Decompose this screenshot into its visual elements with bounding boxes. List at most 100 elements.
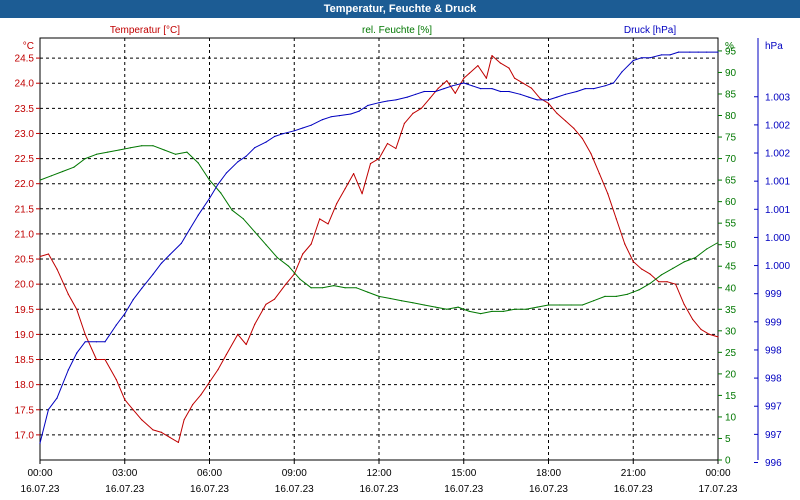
temperature-tick-label: 20.0 [15, 280, 35, 291]
data-point-humidity [468, 310, 470, 312]
data-point-humidity [344, 287, 346, 289]
data-point-pressure [293, 130, 295, 132]
temperature-tick-label: 24.0 [15, 79, 35, 90]
data-point-humidity [581, 304, 584, 306]
x-tick-label-time: 15:00 [451, 468, 476, 479]
temperature-tick-label: 21.0 [15, 229, 35, 240]
data-point-humidity [163, 149, 165, 151]
x-tick-label-date: 17.07.23 [699, 484, 738, 495]
humidity-tick-label: 25 [725, 348, 737, 359]
data-point-temperature [192, 404, 194, 406]
data-point-humidity [197, 162, 199, 164]
temperature-tick-label: 17.0 [15, 430, 35, 441]
data-point-pressure [649, 57, 651, 59]
x-tick-label-date: 16.07.23 [360, 484, 399, 495]
data-point-temperature [378, 158, 380, 160]
data-point-temperature [169, 436, 171, 438]
pressure-tick-label: 1.000 [765, 261, 790, 272]
data-point-temperature [641, 268, 643, 270]
data-point-temperature [514, 77, 516, 79]
x-tick-label-time: 00:00 [27, 468, 52, 479]
data-point-temperature [683, 303, 685, 305]
data-point-temperature [468, 72, 470, 74]
data-point-pressure [124, 313, 126, 315]
humidity-tick-label: 90 [725, 68, 737, 79]
data-point-pressure [612, 82, 615, 84]
data-point-temperature [124, 399, 126, 401]
data-point-humidity [39, 179, 41, 181]
data-point-temperature [530, 87, 533, 89]
data-point-pressure [197, 214, 199, 216]
humidity-tick-label: 35 [725, 305, 737, 316]
data-point-pressure [434, 90, 437, 93]
data-point-pressure [95, 341, 98, 343]
data-point-temperature [508, 67, 510, 69]
data-point-pressure [528, 96, 530, 98]
data-point-pressure [330, 116, 332, 118]
data-point-temperature [254, 323, 256, 325]
data-point-humidity [186, 151, 188, 153]
data-point-humidity [73, 166, 75, 168]
data-point-pressure [56, 397, 58, 399]
data-point-temperature [115, 379, 117, 381]
data-point-temperature [310, 243, 312, 245]
data-point-temperature [369, 163, 372, 165]
data-point-pressure [115, 324, 117, 326]
data-point-temperature [132, 409, 134, 411]
temperature-tick-label: 19.5 [15, 305, 35, 316]
data-point-humidity [265, 244, 267, 246]
data-point-pressure [556, 96, 558, 98]
data-point-humidity [434, 306, 437, 308]
data-point-pressure [386, 100, 389, 102]
data-point-pressure [423, 90, 425, 93]
data-point-pressure [47, 408, 50, 410]
data-point-pressure [302, 127, 304, 129]
data-point-temperature [76, 308, 78, 310]
x-tick-label-time: 03:00 [112, 468, 137, 479]
humidity-tick-label: 5 [725, 434, 731, 445]
data-point-pressure [593, 88, 595, 90]
humidity-tick-label: 45 [725, 262, 737, 273]
humidity-tick-label: 80 [725, 111, 737, 122]
data-point-pressure [499, 90, 502, 93]
data-point-temperature [47, 253, 50, 255]
x-tick-label-date: 16.07.23 [275, 484, 314, 495]
data-point-temperature [649, 273, 651, 275]
data-point-temperature [245, 343, 247, 346]
data-point-temperature [336, 203, 338, 205]
data-point-pressure [245, 155, 247, 157]
temperature-tick-label: 21.5 [15, 204, 35, 215]
data-point-temperature [429, 97, 431, 99]
data-point-pressure [76, 352, 78, 354]
chart-title: Temperatur, Feuchte & Druck [0, 0, 800, 18]
data-point-humidity [683, 261, 685, 263]
data-point-temperature [446, 80, 448, 82]
data-point-pressure [621, 71, 623, 73]
data-point-temperature [708, 333, 711, 335]
data-point-humidity [604, 295, 606, 297]
humidity-tick-label: 75 [725, 133, 737, 144]
data-point-pressure [491, 88, 493, 90]
data-point-humidity [706, 248, 708, 250]
humidity-tick-label: 30 [725, 326, 737, 337]
data-point-temperature [607, 193, 609, 195]
data-point-pressure [225, 172, 227, 174]
data-point-humidity [276, 257, 278, 259]
temperature-tick-label: 22.5 [15, 154, 35, 165]
data-point-humidity [457, 306, 459, 308]
data-point-pressure [132, 299, 134, 301]
data-point-temperature [160, 431, 163, 433]
data-point-humidity [220, 192, 222, 194]
data-point-humidity [615, 295, 617, 297]
pressure-tick-label: 1.002 [765, 120, 790, 131]
data-point-humidity [649, 282, 651, 284]
data-point-humidity [446, 308, 448, 310]
pressure-tick-label: 997 [765, 430, 782, 441]
pressure-tick-label: 999 [765, 317, 782, 328]
data-point-humidity [333, 285, 335, 287]
data-point-humidity [480, 313, 482, 315]
pressure-axis-title: Druck [hPa] [624, 25, 676, 36]
humidity-tick-label: 60 [725, 197, 737, 208]
data-point-temperature [491, 55, 493, 57]
data-point-humidity [84, 158, 86, 160]
